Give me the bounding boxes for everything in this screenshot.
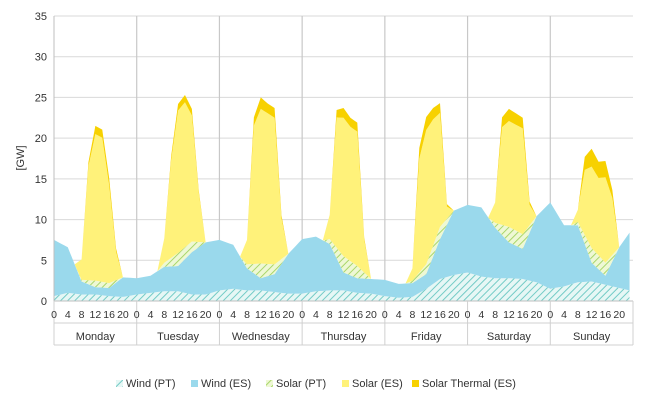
hour-tick-label: 12 — [255, 309, 267, 321]
hour-tick-label: 12 — [420, 309, 432, 321]
legend-label: Wind (PT) — [126, 378, 176, 390]
hour-tick-label: 16 — [103, 309, 115, 321]
hour-tick-label: 4 — [478, 309, 484, 321]
hour-tick-label: 16 — [186, 309, 198, 321]
legend-label: Solar (ES) — [352, 378, 403, 390]
legend-swatch — [116, 380, 123, 387]
hour-tick-label: 0 — [51, 309, 57, 321]
day-label: Wednesday — [232, 331, 290, 343]
hour-tick-label: 20 — [448, 309, 460, 321]
day-label: Friday — [411, 331, 442, 343]
hour-tick-label: 4 — [148, 309, 154, 321]
legend-swatch — [342, 380, 349, 387]
hour-tick-label: 8 — [327, 309, 333, 321]
hour-tick-label: 12 — [503, 309, 515, 321]
hour-tick-label: 16 — [517, 309, 529, 321]
area-layer — [54, 94, 630, 301]
hour-tick-label: 0 — [382, 309, 388, 321]
series-area-solar-es — [54, 102, 630, 284]
y-tick-label: 0 — [41, 296, 47, 308]
legend: Wind (PT) Wind (ES) Solar (PT) Solar (ES) So… — [116, 378, 516, 390]
hour-tick-label: 0 — [465, 309, 471, 321]
y-axis-label: [GW] — [15, 145, 27, 170]
hour-tick-label: 8 — [161, 309, 167, 321]
series-area-wind-es — [54, 202, 630, 298]
hour-tick-label: 0 — [134, 309, 140, 321]
legend-label: Wind (ES) — [201, 378, 251, 390]
legend-swatch — [191, 380, 198, 387]
hour-tick-label: 4 — [65, 309, 71, 321]
hour-tick-label: 16 — [351, 309, 363, 321]
hour-tick-label: 4 — [396, 309, 402, 321]
y-tick-label: 30 — [35, 52, 47, 64]
y-tick-label: 35 — [35, 11, 47, 23]
hour-tick-label: 8 — [79, 309, 85, 321]
legend-label: Solar Thermal (ES) — [422, 378, 516, 390]
hour-tick-label: 16 — [600, 309, 612, 321]
hour-tick-label: 0 — [217, 309, 223, 321]
y-tick-label: 20 — [35, 133, 47, 145]
legend-swatch — [412, 380, 419, 387]
y-tick-label: 15 — [35, 174, 47, 186]
hour-tick-label: 20 — [531, 309, 543, 321]
hour-tick-label: 12 — [172, 309, 184, 321]
hour-tick-label: 12 — [90, 309, 102, 321]
legend-swatch — [266, 380, 273, 387]
hour-tick-label: 8 — [244, 309, 250, 321]
day-label: Thursday — [321, 331, 367, 343]
day-label: Tuesday — [157, 331, 199, 343]
day-label: Sunday — [573, 331, 611, 343]
legend-label: Solar (PT) — [276, 378, 326, 390]
series-area-wind-pt — [54, 272, 630, 301]
hour-tick-label: 0 — [299, 309, 305, 321]
y-tick-label: 5 — [41, 255, 47, 267]
hour-tick-label: 20 — [613, 309, 625, 321]
hour-tick-label: 20 — [365, 309, 377, 321]
hour-tick-label: 20 — [117, 309, 129, 321]
hour-tick-label: 8 — [492, 309, 498, 321]
hour-tick-label: 4 — [561, 309, 567, 321]
y-tick-label: 25 — [35, 92, 47, 104]
day-label: Saturday — [487, 331, 532, 343]
hour-tick-label: 8 — [410, 309, 416, 321]
y-tick-label: 10 — [35, 215, 47, 227]
hour-tick-label: 16 — [434, 309, 446, 321]
hour-tick-label: 20 — [200, 309, 212, 321]
hour-tick-label: 0 — [547, 309, 553, 321]
day-label: Monday — [76, 331, 116, 343]
hour-tick-label: 20 — [283, 309, 295, 321]
hour-tick-label: 12 — [338, 309, 350, 321]
hour-tick-label: 4 — [230, 309, 236, 321]
hour-tick-label: 8 — [575, 309, 581, 321]
hour-tick-label: 16 — [269, 309, 281, 321]
hour-tick-label: 4 — [313, 309, 319, 321]
hour-tick-label: 12 — [586, 309, 598, 321]
